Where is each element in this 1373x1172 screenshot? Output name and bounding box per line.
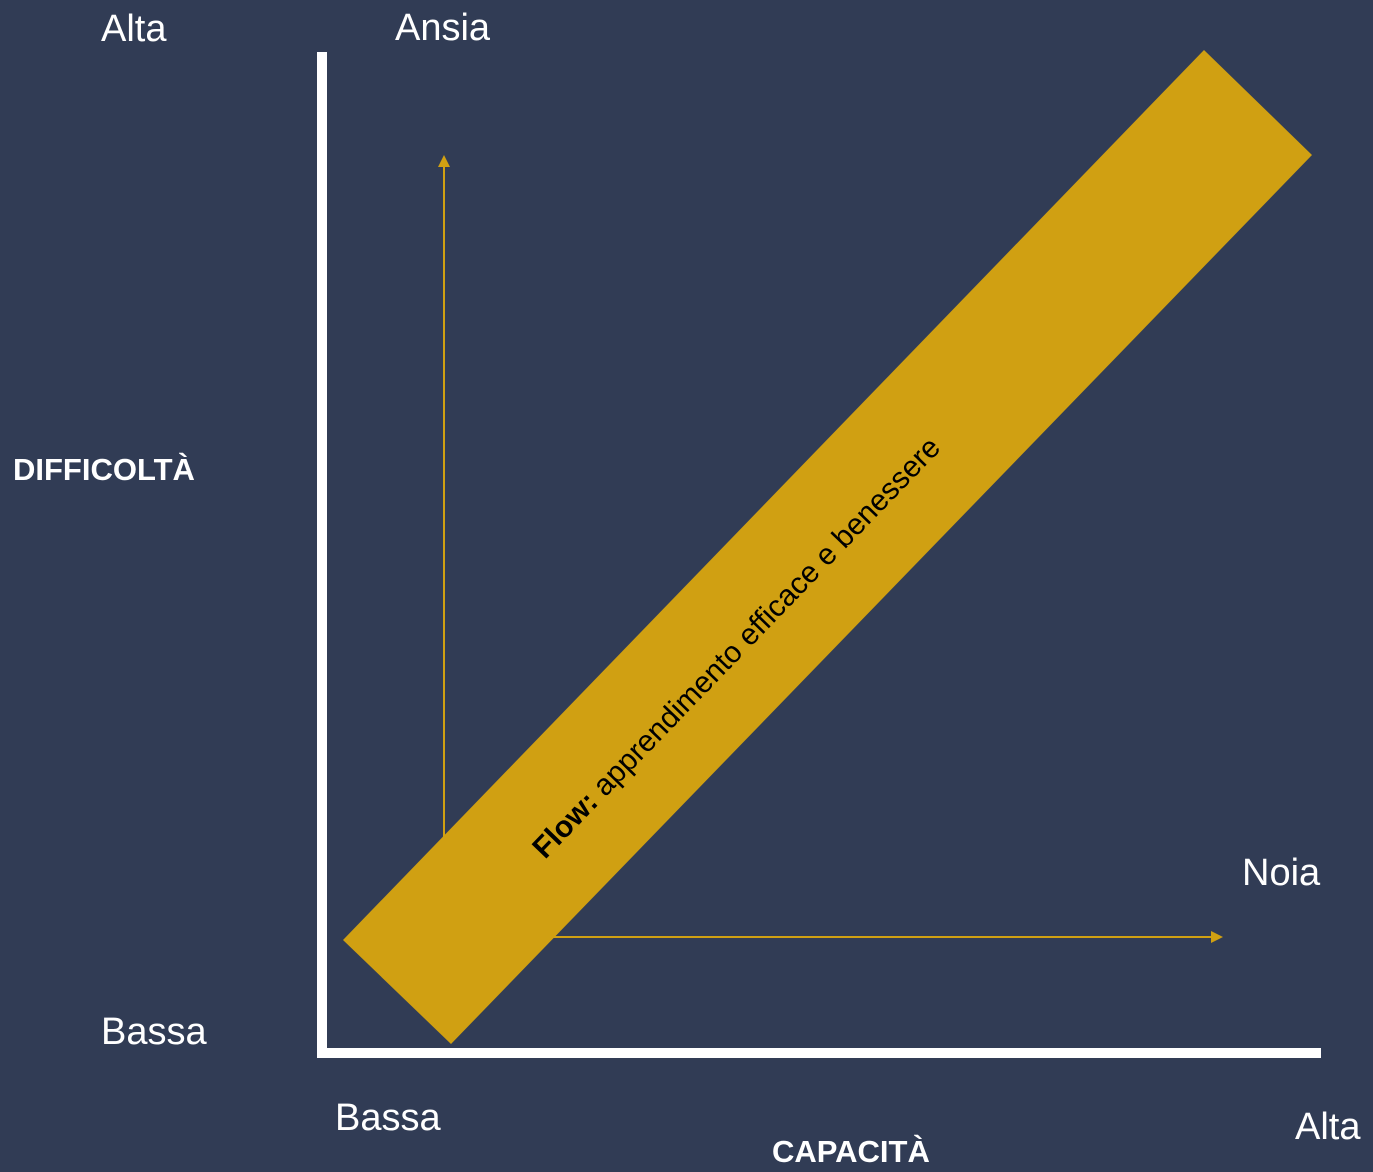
y-axis-high-label: Alta — [101, 8, 167, 50]
y-axis-low-label: Bassa — [101, 1011, 207, 1053]
flow-band-label: Flow: apprendimento efficace e benessere — [526, 431, 947, 865]
x-axis-low-label: Bassa — [335, 1097, 441, 1139]
flow-label-rest: apprendimento efficace e benessere — [581, 431, 947, 809]
boredom-zone-label: Noia — [1242, 852, 1321, 894]
x-axis-title: CAPACITÀ — [772, 1134, 930, 1169]
y-axis-title: DIFFICOLTÀ — [13, 452, 195, 487]
x-axis-high-label: Alta — [1295, 1106, 1361, 1148]
anxiety-zone-label: Ansia — [395, 7, 491, 49]
flow-band — [343, 50, 1312, 1044]
